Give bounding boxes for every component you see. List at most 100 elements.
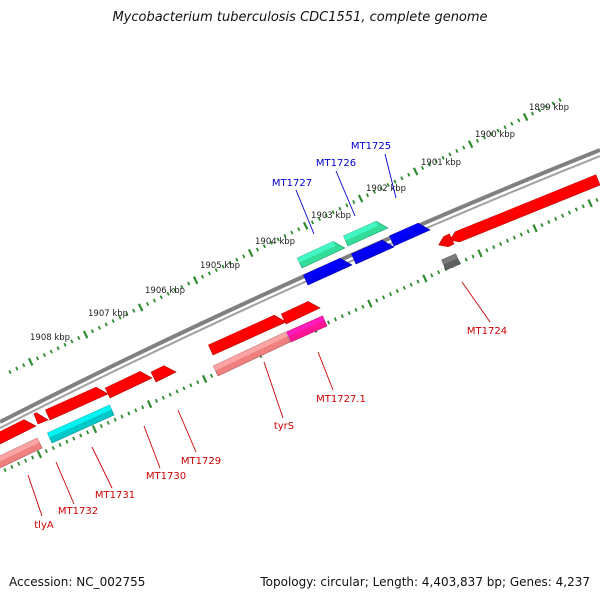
gene-leader-line [263, 361, 284, 419]
outer-tick-mark [242, 254, 246, 259]
gene-label: MT1727 [272, 178, 312, 189]
outer-tick-mark [455, 148, 459, 154]
gene-leader-line [317, 351, 334, 391]
accession-text: Accession: NC_002755 [9, 575, 146, 589]
gene-leader-line [384, 153, 397, 199]
outer-tick-mark [345, 203, 349, 208]
inner-tick-mark [106, 420, 110, 425]
feature-red-arrow-body [45, 386, 109, 421]
feature-red-arrow [0, 419, 37, 445]
feature-cyan-block [47, 404, 115, 444]
outer-tick-mark [214, 267, 218, 273]
inner-tick-mark [587, 199, 593, 208]
feature-magenta-block-highlight [286, 315, 325, 337]
inner-tick-mark [554, 216, 558, 221]
feature-green-arrow [343, 220, 389, 247]
gene-leader-line [295, 189, 315, 235]
gene-label: MT1725 [351, 141, 391, 152]
inner-tick-mark [134, 408, 138, 413]
gene-label: MT1730 [146, 471, 186, 482]
feature-red-arrow-highlight [281, 301, 311, 319]
feature-red-long [449, 174, 600, 243]
inner-tick-mark [581, 204, 585, 209]
feature-red-arrow-highlight [208, 315, 277, 350]
gene-leader-line [335, 170, 356, 217]
outer-tick-mark [145, 301, 150, 307]
inner-tick-mark [485, 248, 489, 253]
inner-tick-mark [422, 274, 428, 283]
gene-label: MT1729 [181, 456, 221, 467]
feature-blue-arrow [389, 222, 431, 247]
inner-tick-mark [574, 207, 578, 212]
inner-tick-mark [44, 449, 48, 454]
label-leader-lines [27, 153, 491, 517]
feature-red-arrow-highlight [0, 419, 27, 438]
outer-tick-mark [187, 281, 191, 286]
feature-red-arrow [208, 314, 287, 356]
inner-tick-mark [120, 414, 124, 419]
outer-tick-mark [297, 227, 301, 232]
outer-tick-mark [56, 346, 60, 351]
outer-tick-mark [111, 318, 115, 324]
outer-tick-mark [427, 162, 431, 167]
outer-tick-mark [255, 247, 260, 252]
feature-green-arrow-body [296, 241, 346, 269]
inner-tick-mark [388, 292, 393, 297]
outer-tick-mark [262, 244, 266, 249]
outer-tick-mark [132, 308, 136, 313]
inner-tick-mark [402, 285, 406, 290]
kbp-label: 1905 kbp [200, 261, 240, 271]
inner-tick-mark [430, 273, 434, 278]
feature-magenta-block [286, 315, 328, 343]
outer-tick-mark [35, 356, 40, 361]
outer-tick-mark [173, 288, 177, 293]
kbp-label: 1900 kbp [475, 130, 515, 140]
inner-tick-mark [127, 411, 131, 416]
inner-tick-mark [519, 232, 523, 237]
outer-tick-mark [49, 349, 53, 354]
outer-tick-mark [310, 220, 315, 225]
outer-tick-mark [489, 131, 493, 137]
feature-red-arrow-highlight [151, 365, 167, 377]
inner-tick-mark [154, 398, 159, 403]
inner-tick-mark [161, 395, 165, 400]
inner-tick-mark [567, 210, 572, 215]
inner-tick-mark [65, 439, 69, 444]
inner-tick-mark [79, 433, 83, 438]
outer-tick-mark [420, 165, 425, 171]
outer-tick-mark [365, 193, 370, 198]
feature-pink-block [212, 331, 291, 377]
gene-label-group: MT1727 MT1726 MT1725 MT1724 MT1727.1 tyrS MT17… [34, 141, 507, 531]
feature-pink-block-highlight [213, 332, 288, 371]
gene-leader-line [91, 446, 113, 489]
outer-tick-mark [82, 330, 89, 339]
inner-tick-mark [189, 383, 193, 388]
outer-tick-mark [228, 261, 232, 266]
outer-tick-mark [8, 369, 12, 375]
outer-tick-mark [386, 182, 390, 188]
outer-tick-mark [276, 237, 280, 242]
kbp-label: 1904 kbp [255, 237, 295, 247]
inner-tick-mark [196, 380, 200, 385]
inner-tick-mark [561, 213, 565, 218]
gene-leader-line [55, 461, 75, 505]
inner-tick-mark [347, 311, 351, 316]
inner-tick-mark [209, 373, 214, 378]
outer-tick-mark [166, 291, 170, 296]
outer-tick-mark [200, 274, 205, 279]
inner-tick-mark [86, 430, 90, 435]
outer-tick-mark [159, 295, 163, 300]
inner-tick-mark [340, 314, 344, 319]
inner-tick-mark [201, 374, 208, 384]
gene-label: MT1724 [467, 326, 507, 337]
outer-tick-mark [70, 339, 74, 344]
outer-tick-mark [467, 140, 474, 149]
inner-tick-mark [72, 436, 76, 441]
kbp-label: 1899 kbp [529, 103, 569, 113]
inner-tick-mark [3, 467, 7, 473]
genome-backbone-outer [0, 148, 600, 424]
genome-backbone-inner [0, 155, 600, 429]
outer-tick-mark [503, 125, 507, 130]
feature-pink-block-highlight [0, 438, 40, 462]
